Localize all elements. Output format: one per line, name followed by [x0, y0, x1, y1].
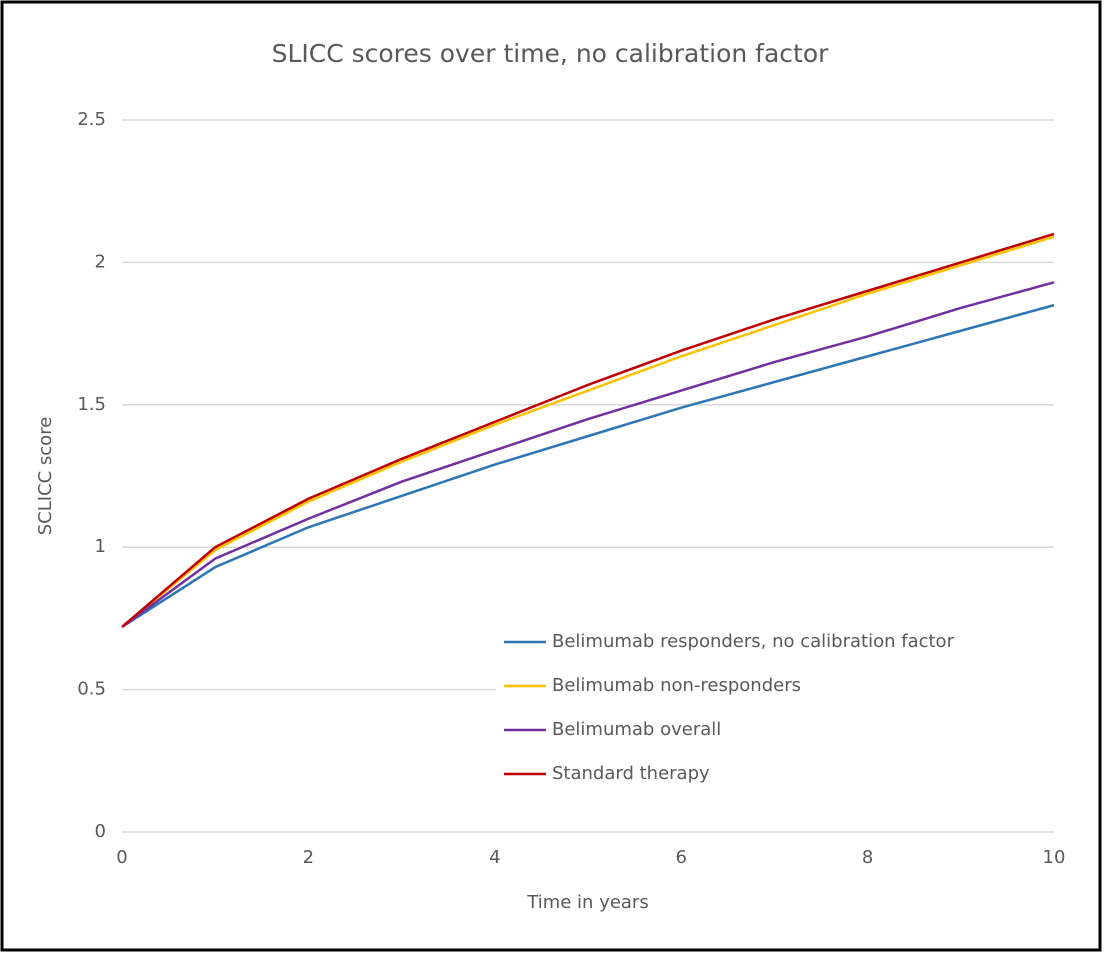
y-tick-label: 0 [95, 821, 106, 842]
x-tick-label: 10 [1043, 847, 1066, 868]
legend-label: Belimumab non-responders [552, 675, 801, 696]
y-tick-label: 1.5 [77, 394, 106, 415]
x-axis-label: Time in years [526, 892, 648, 913]
series-line [121, 235, 1055, 628]
y-tick-label: 2 [95, 251, 106, 272]
y-tick-label: 2.5 [77, 109, 106, 130]
series-line [121, 232, 1055, 628]
legend-label: Belimumab overall [552, 719, 721, 740]
x-tick-label: 8 [862, 847, 873, 868]
series-line [121, 281, 1055, 628]
legend-label: Belimumab responders, no calibration fac… [552, 631, 955, 652]
y-tick-label: 1 [95, 536, 106, 557]
series-line [121, 303, 1055, 628]
legend: Belimumab responders, no calibration fac… [496, 624, 1058, 788]
x-tick-label: 6 [675, 847, 686, 868]
x-tick-label: 2 [303, 847, 314, 868]
legend-label: Standard therapy [552, 763, 710, 784]
y-tick-label: 0.5 [77, 679, 106, 700]
chart-title: SLICC scores over time, no calibration f… [272, 39, 830, 68]
y-axis-label: SCLICC score [35, 417, 56, 536]
x-tick-label: 0 [116, 847, 127, 868]
legend-background [496, 624, 1058, 788]
x-tick-label: 4 [489, 847, 500, 868]
